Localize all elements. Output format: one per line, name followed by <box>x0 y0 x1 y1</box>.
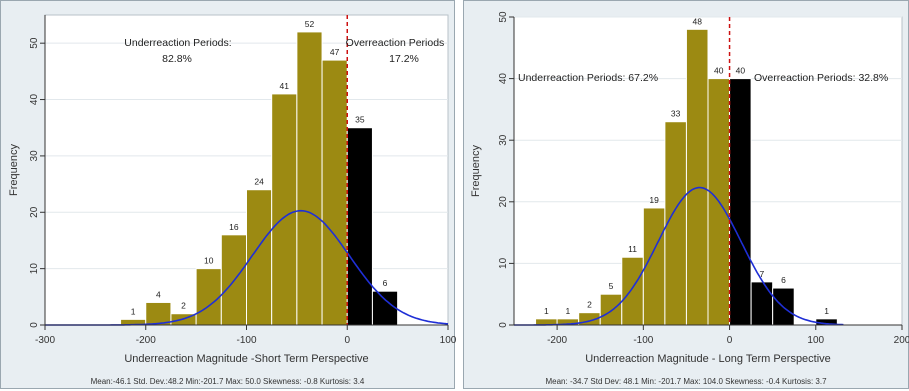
bar-value-label: 33 <box>671 109 681 119</box>
x-axis-title: Underreaction Magnitude -Short Term Pers… <box>124 353 368 365</box>
x-tick-label: -300 <box>35 335 55 346</box>
x-tick-label: -200 <box>136 335 156 346</box>
bar-value-label: 47 <box>330 47 340 57</box>
histogram-bar <box>296 31 323 326</box>
bar-value-label: 1 <box>544 306 549 316</box>
short-term-histogram-chart: 1 4 2 10 16 24 41 52 47 35 6 0 10 20 30 40 50 -300 -200 -10… <box>8 14 456 365</box>
x-tick-label: -100 <box>236 335 256 346</box>
y-axis-title: Frequency <box>8 144 20 196</box>
bar-value-label: 11 <box>628 244 637 254</box>
histogram-bar <box>271 93 298 326</box>
x-tick-label: -200 <box>547 335 567 346</box>
histogram-bar <box>195 268 222 326</box>
histogram-panel-long-term: 1 1 2 5 11 19 33 48 40 40 7 6 1 0 10 20 30 40 50 -200 -100 0 1… <box>463 0 909 389</box>
long-term-summary-stats: Mean: -34.7 Std Dev: 48.1 Min: -201.7 Ma… <box>545 377 827 386</box>
y-tick-label: 50 <box>29 37 40 49</box>
short-term-summary-stats: Mean:-46.1 Std. Dev.:48.2 Min:-201.7 Max… <box>90 377 365 386</box>
bar-value-label: 35 <box>355 115 365 125</box>
x-axis-title: Underreaction Magnitude - Long Term Pers… <box>585 353 831 365</box>
bar-value-label: 4 <box>156 289 161 299</box>
histogram-bar <box>346 127 373 326</box>
y-tick-label: 30 <box>498 134 509 146</box>
bar-value-label: 24 <box>254 177 264 187</box>
y-tick-label: 10 <box>29 263 40 275</box>
histogram-bar <box>685 28 709 326</box>
y-tick-label: 40 <box>29 94 40 106</box>
bar-value-label: 5 <box>609 281 614 291</box>
annotation-over-pct: 17.2% <box>389 53 419 65</box>
y-tick-label: 50 <box>498 11 509 23</box>
bar-value-label: 16 <box>229 222 239 232</box>
annotation-over-title: Overreaction Periods <box>346 37 445 49</box>
y-tick-label: 0 <box>29 322 40 328</box>
bar-value-label: 40 <box>714 66 724 76</box>
y-tick-label: 40 <box>498 73 509 85</box>
bar-value-label: 10 <box>204 256 214 266</box>
bar-value-label: 6 <box>781 275 786 285</box>
bar-value-label: 52 <box>305 19 315 29</box>
bar-value-label: 2 <box>587 300 592 310</box>
bar-value-label: 1 <box>824 306 829 316</box>
bar-value-label: 6 <box>383 278 388 288</box>
bar-value-label: 19 <box>649 195 659 205</box>
annotation-under-pct: 82.8% <box>162 53 192 65</box>
x-tick-label: 100 <box>440 335 456 346</box>
histogram-bar <box>321 59 348 326</box>
bar-value-label: 7 <box>760 269 765 279</box>
y-tick-label: 0 <box>498 322 509 328</box>
x-tick-label: -100 <box>633 335 653 346</box>
histogram-bar <box>621 256 644 326</box>
bar-value-label: 48 <box>692 16 702 26</box>
annotation-over-title: Overreaction Periods: 32.8% <box>754 72 888 84</box>
bar-value-label: 41 <box>280 81 290 91</box>
histogram-bar <box>371 290 399 326</box>
annotation-under-title: Underreaction Periods: 67.2% <box>518 72 658 84</box>
y-tick-label: 20 <box>29 206 40 218</box>
histogram-bar <box>642 207 666 326</box>
normal-density-curve <box>514 186 844 326</box>
y-tick-label: 20 <box>498 196 509 208</box>
x-tick-label: 0 <box>344 335 350 346</box>
annotation-under-title: Underreaction Periods: <box>124 37 231 49</box>
y-tick-label: 30 <box>29 150 40 162</box>
histogram-bar <box>750 281 774 326</box>
histogram-panel-short-term: 1 4 2 10 16 24 41 52 47 35 6 0 10 20 30 40 50 -300 -200 -10… <box>0 0 456 389</box>
bar-value-label: 2 <box>181 301 186 311</box>
y-tick-label: 10 <box>498 257 509 269</box>
bar-value-label: 1 <box>566 306 571 316</box>
bar-value-label: 1 <box>131 306 136 316</box>
x-tick-label: 100 <box>807 335 824 346</box>
bar-value-label: 40 <box>736 66 746 76</box>
y-axis-title: Frequency <box>470 145 482 197</box>
x-tick-label: 200 <box>894 335 909 346</box>
histogram-bar <box>729 78 752 326</box>
histogram-bar <box>599 293 623 326</box>
x-tick-label: 0 <box>727 335 733 346</box>
